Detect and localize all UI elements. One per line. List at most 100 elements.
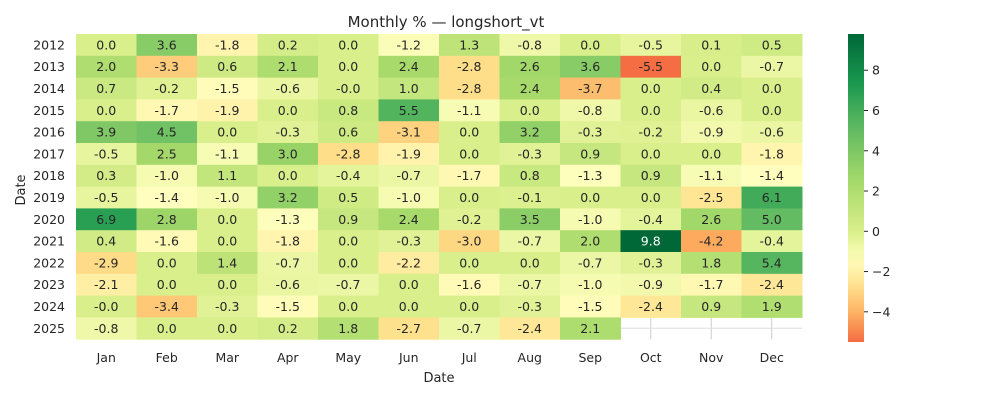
- heatmap-cell: [257, 317, 319, 340]
- cell-value-label: -0.9: [699, 125, 723, 140]
- heatmap-cell: [741, 164, 803, 188]
- cell-value-label: 0.0: [217, 234, 237, 249]
- cell-value-label: -2.5: [699, 190, 723, 205]
- cell-value-label: 0.0: [520, 255, 540, 270]
- heatmap-cell: [560, 121, 621, 144]
- heatmap-cell: [499, 164, 561, 188]
- heatmap-cell: [318, 317, 379, 340]
- cell-value-label: -2.4: [760, 277, 784, 292]
- cell-value-label: 9.8: [641, 234, 661, 249]
- cell-value-label: -1.3: [276, 212, 300, 227]
- cell-value-label: -0.6: [276, 81, 300, 96]
- heatmap-cell: [439, 208, 500, 231]
- cell-value-label: -2.4: [639, 299, 663, 314]
- heatmap-cell: [197, 55, 258, 79]
- colorbar-tick-label: −4: [872, 304, 890, 319]
- heatmap-cell: [197, 208, 258, 231]
- cell-value-label: -1.0: [215, 190, 239, 205]
- heatmap-cell: [257, 121, 319, 144]
- colorbar-tick-label: 6: [872, 103, 880, 118]
- cell-value-label: -0.3: [518, 146, 542, 161]
- cell-value-label: 0.0: [762, 81, 782, 96]
- heatmap-cell: [257, 55, 319, 79]
- cell-value-label: -0.3: [578, 125, 602, 140]
- heatmap-cell: [439, 55, 500, 79]
- heatmap-cell: [681, 34, 742, 57]
- cell-value-label: 2.1: [278, 59, 298, 74]
- heatmap-cell: [136, 252, 198, 275]
- heatmap-cell: [76, 295, 137, 318]
- heatmap-cell: [318, 230, 379, 253]
- heatmap-cell: [681, 55, 742, 79]
- heatmap-cell: [620, 121, 682, 144]
- cell-value-label: 0.0: [762, 103, 782, 118]
- cell-value-label: -2.2: [397, 255, 421, 270]
- cell-value-label: 0.6: [217, 59, 237, 74]
- cell-value-label: 5.0: [762, 212, 782, 227]
- heatmap-cell: [257, 208, 319, 231]
- heatmap-cell: [76, 186, 137, 209]
- y-tick-label: 2019: [33, 190, 65, 205]
- heatmap-cell: [499, 230, 561, 253]
- heatmap-cell: [620, 252, 682, 275]
- cell-value-label: -0.7: [518, 277, 542, 292]
- heatmap-cell: [439, 317, 500, 340]
- heatmap-cell: [741, 273, 803, 297]
- heatmap-cell: [318, 252, 379, 275]
- cell-value-label: 0.0: [459, 146, 479, 161]
- cell-value-label: 0.4: [96, 234, 116, 249]
- heatmap-cell: [560, 143, 621, 166]
- heatmap-cell: [560, 252, 621, 275]
- heatmap-cell: [741, 230, 803, 253]
- cell-value-label: 2.6: [520, 59, 540, 74]
- heatmap-cell: [136, 34, 198, 57]
- cell-value-label: -2.8: [336, 146, 360, 161]
- cell-value-label: -1.0: [578, 277, 602, 292]
- cell-value-label: -2.4: [518, 321, 542, 336]
- cell-value-label: 0.0: [338, 299, 358, 314]
- heatmap-cell: [620, 273, 682, 297]
- cell-value-label: 0.4: [701, 81, 721, 96]
- cell-value-label: -0.6: [276, 277, 300, 292]
- heatmap-cell: [681, 208, 742, 231]
- cell-value-label: 0.0: [641, 81, 661, 96]
- cell-value-label: 0.0: [157, 277, 177, 292]
- heatmap-cell: [681, 295, 742, 318]
- heatmap-cell: [499, 317, 561, 340]
- cell-value-label: -0.3: [518, 299, 542, 314]
- heatmap-cell: [378, 77, 440, 100]
- cell-value-label: 2.4: [399, 59, 419, 74]
- heatmap-cell: [439, 186, 500, 209]
- cell-value-label: 2.8: [157, 212, 177, 227]
- heatmap-cell: [76, 208, 137, 231]
- heatmap-cell: [620, 34, 682, 57]
- cell-value-label: 3.6: [580, 59, 600, 74]
- cell-value-label: 1.0: [399, 81, 419, 96]
- cell-value-label: 2.1: [580, 321, 600, 336]
- cell-value-label: 0.0: [399, 299, 419, 314]
- heatmap-cell: [197, 34, 258, 57]
- colorbar: 8 6 4 2 0 −2 −4: [848, 34, 890, 342]
- heatmap-cell: [378, 164, 440, 188]
- colorbar-tick-label: 0: [872, 224, 880, 239]
- cell-value-label: -1.2: [397, 37, 421, 52]
- heatmap-cell: [681, 143, 742, 166]
- cell-value-label: -0.0: [336, 81, 360, 96]
- cell-value-label: 1.8: [701, 255, 721, 270]
- cell-value-label: -0.7: [397, 168, 421, 183]
- heatmap-cell: [378, 34, 440, 57]
- cell-value-label: -0.7: [578, 255, 602, 270]
- cell-value-label: 0.0: [641, 146, 661, 161]
- heatmap-cell: [499, 99, 561, 122]
- cell-value-label: -1.5: [276, 299, 300, 314]
- heatmap-cell: [318, 34, 379, 57]
- colorbar-tick-label: 2: [872, 184, 880, 199]
- heatmap-cell: [439, 99, 500, 122]
- heatmap-cell: [620, 99, 682, 122]
- heatmap-cell: [620, 77, 682, 100]
- cell-value-label: 1.4: [217, 255, 237, 270]
- heatmap-cell: [136, 55, 198, 79]
- cell-value-label: -0.3: [397, 234, 421, 249]
- heatmap-cell: [136, 273, 198, 297]
